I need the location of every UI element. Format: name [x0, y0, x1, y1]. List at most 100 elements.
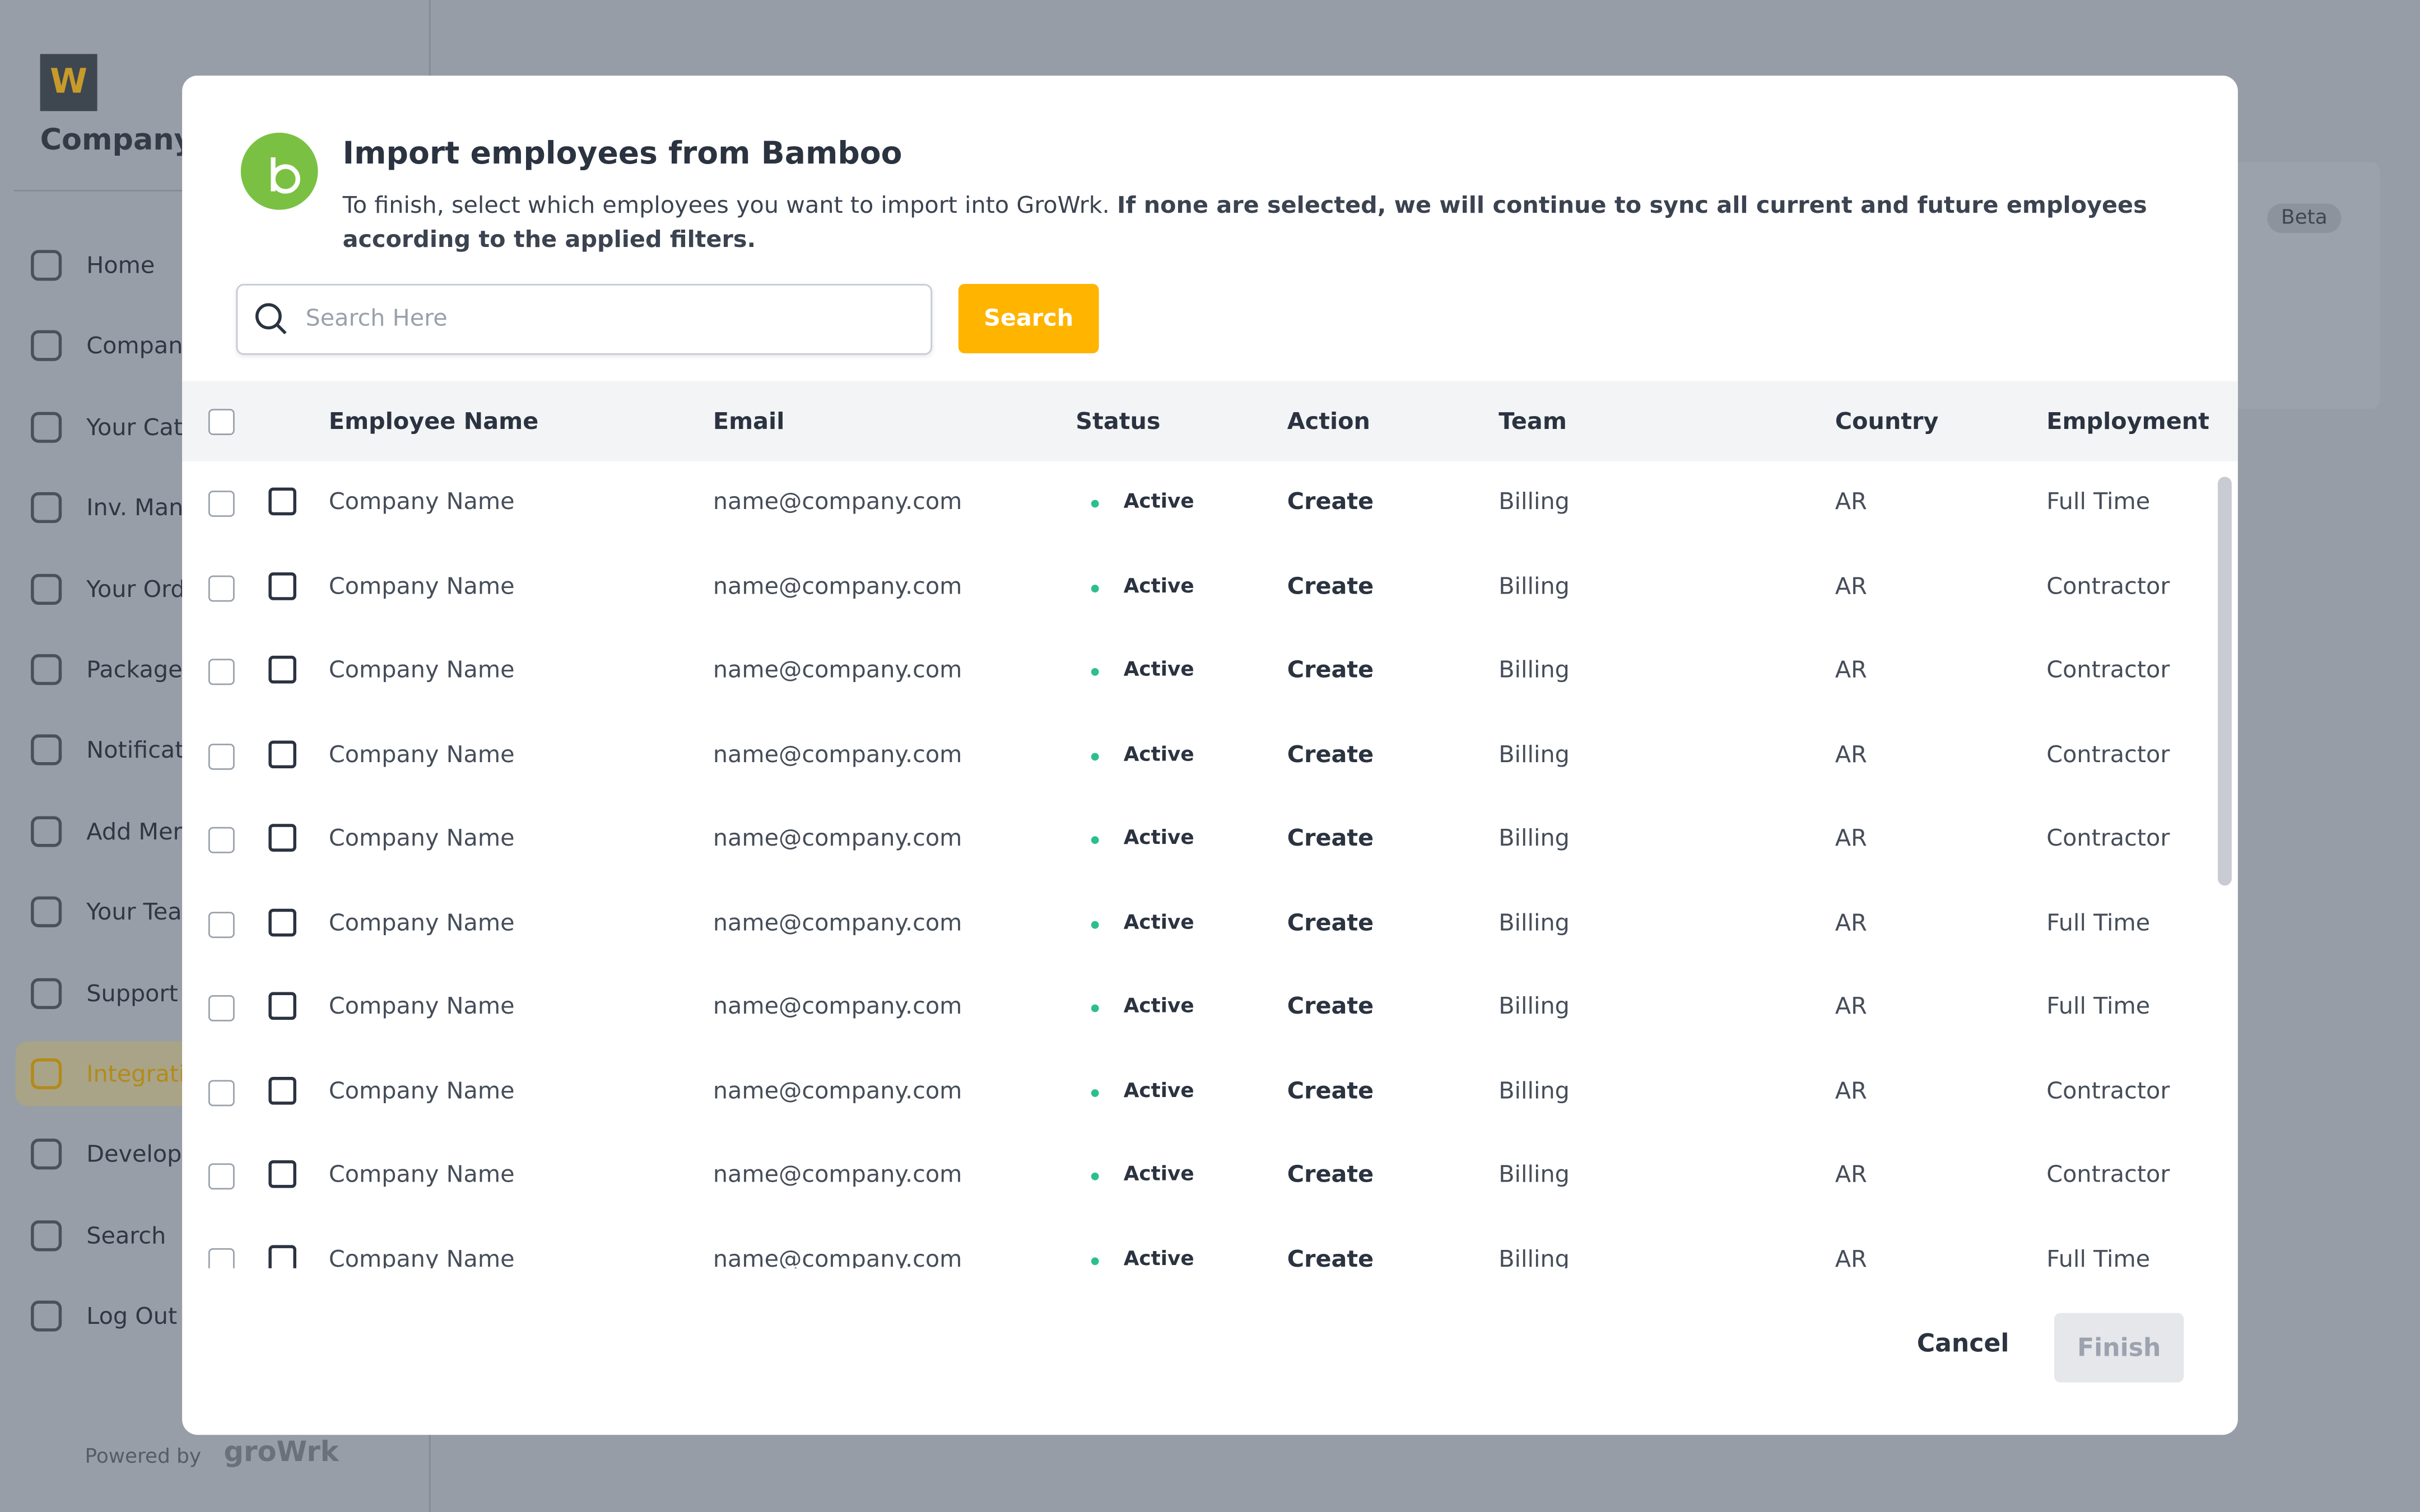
placeholder: Search Here [305, 304, 448, 332]
copy-icon[interactable] [268, 740, 296, 768]
powered-by: Powered by [85, 1445, 202, 1469]
table-row: Company Name name@company.com Active Create… [182, 966, 2238, 1049]
copy-icon[interactable] [268, 571, 296, 600]
country: AR [1835, 992, 1867, 1020]
row-checkbox[interactable] [208, 491, 235, 517]
name: Company Name [328, 655, 515, 684]
email: name@company.com [713, 1076, 962, 1104]
copy-icon[interactable] [268, 487, 296, 516]
copy-icon[interactable] [268, 992, 296, 1020]
row-checkbox[interactable] [208, 911, 235, 937]
nav-item[interactable]: Your Ord [16, 556, 417, 621]
status: Active [1123, 659, 1194, 682]
description-bold: If none are selected, we will continue t… [342, 191, 2147, 253]
status-dot [1091, 836, 1099, 844]
email: name@company.com [713, 908, 962, 936]
country: AR [1835, 655, 1867, 684]
status: Active [1123, 827, 1194, 851]
nav-icon [31, 1139, 62, 1170]
nav-icon [31, 492, 62, 524]
nav-label: Develope [86, 1141, 196, 1169]
team: Billing [1498, 908, 1570, 936]
nav-item[interactable]: Packages [16, 637, 417, 702]
nav-label: Packages [86, 655, 195, 684]
search-button[interactable]: Search [958, 283, 1099, 353]
row-checkbox[interactable] [208, 659, 235, 685]
copy-icon[interactable] [268, 824, 296, 852]
card [2237, 162, 2380, 409]
nav-icon [31, 330, 62, 362]
status-dot [1091, 1172, 1099, 1180]
status: Active [1123, 743, 1194, 766]
nav-item[interactable]: Add Mem [16, 799, 417, 864]
nav-item[interactable]: Your Cat [16, 395, 417, 460]
team: Billing [1498, 571, 1570, 600]
email: name@company.com [713, 1244, 962, 1268]
logo: W [40, 54, 97, 111]
email: name@company.com [713, 992, 962, 1020]
country: AR [1835, 908, 1867, 936]
action: Create [1287, 571, 1374, 600]
nav-label: Your Tea [86, 898, 182, 926]
nav-label: Search [86, 1221, 166, 1250]
name: Company Name [328, 571, 515, 600]
name: Company Name [328, 824, 515, 852]
nav-item[interactable]: Home [16, 233, 417, 298]
copy-icon[interactable] [268, 1160, 296, 1188]
table-row: Company Name name@company.com Active Create… [182, 1134, 2238, 1217]
nav-item[interactable]: Company [16, 314, 417, 379]
row-checkbox[interactable] [208, 1079, 235, 1106]
column-header: Team [1498, 407, 1567, 435]
row-checkbox[interactable] [208, 995, 235, 1021]
team: Billing [1498, 487, 1570, 516]
row-checkbox[interactable] [208, 827, 235, 853]
employment: Full Time [2046, 908, 2151, 936]
scrollbar [2218, 477, 2232, 886]
status-dot [1091, 752, 1099, 760]
email: name@company.com [713, 655, 962, 684]
nav-label: Inv. Man [86, 494, 184, 522]
nav-label: Your Ord [86, 575, 185, 603]
description-text: To finish, select which employees you wa… [342, 191, 1110, 220]
nav-item[interactable]: Log Out [16, 1284, 417, 1349]
name: Company Name [328, 992, 515, 1020]
column-header: Status [1076, 407, 1161, 435]
brand: groWrk [224, 1436, 339, 1469]
employment: Contractor [2046, 571, 2170, 600]
nav-item[interactable]: Notificat [16, 718, 417, 783]
copy-icon[interactable] [268, 908, 296, 936]
status: Active [1123, 1079, 1194, 1103]
action: Create [1287, 824, 1374, 852]
nav-item[interactable]: Inv. Man [16, 475, 417, 540]
employment: Contractor [2046, 824, 2170, 852]
nav-label: Home [86, 251, 155, 279]
copy-icon[interactable] [268, 1244, 296, 1268]
row-checkbox[interactable] [208, 575, 235, 601]
nav-icon [31, 897, 62, 928]
row-checkbox[interactable] [208, 1163, 235, 1190]
status: Active [1123, 575, 1194, 598]
status-dot [1091, 1004, 1099, 1012]
finish-button[interactable]: Finish [2054, 1313, 2184, 1383]
column-header: Action [1287, 407, 1370, 435]
nav-icon [31, 1301, 62, 1332]
copy-icon[interactable] [268, 1076, 296, 1104]
select-all[interactable] [208, 409, 235, 435]
nav-label: Log Out [86, 1302, 178, 1331]
nav-item[interactable]: Develope [16, 1122, 417, 1187]
copy-icon[interactable] [268, 655, 296, 684]
country: AR [1835, 824, 1867, 852]
action: Create [1287, 740, 1374, 768]
row-checkbox[interactable] [208, 743, 235, 769]
employment: Contractor [2046, 1160, 2170, 1188]
nav-item[interactable]: Your Tea [16, 880, 417, 945]
team: Billing [1498, 1076, 1570, 1104]
search-input[interactable]: Search Here [236, 283, 933, 355]
cancel-button[interactable]: Cancel [1916, 1328, 2009, 1358]
row-checkbox[interactable] [208, 1247, 235, 1268]
nav-label: Company [86, 332, 197, 361]
nav-item[interactable]: Search [16, 1203, 417, 1268]
status-dot [1091, 584, 1099, 592]
nav-item[interactable]: Support [16, 960, 417, 1025]
action: Create [1287, 655, 1374, 684]
